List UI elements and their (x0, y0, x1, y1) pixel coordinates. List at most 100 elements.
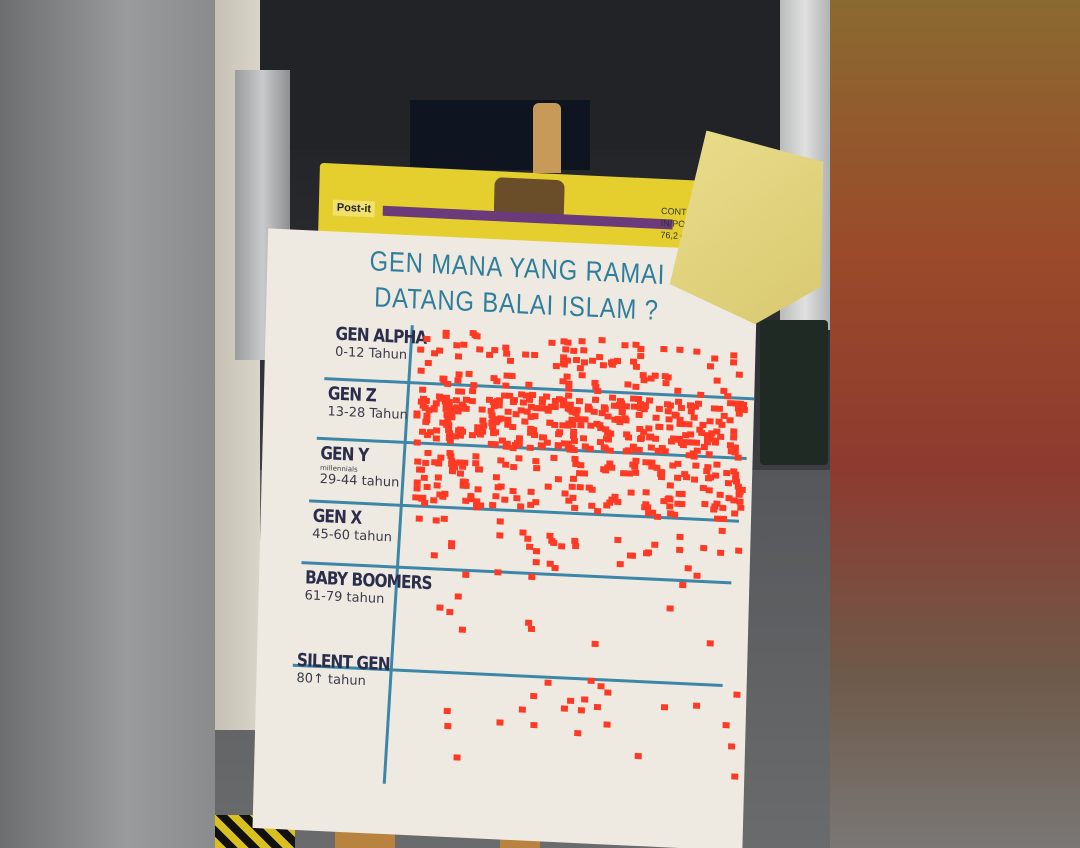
sticker-dot (424, 359, 432, 366)
blurred-right-border (830, 0, 1080, 848)
sticker-dot (661, 372, 669, 380)
sticker-dot (666, 502, 674, 510)
background-window (410, 100, 590, 170)
sticker-dot (706, 639, 715, 647)
sticker-dot (602, 721, 611, 728)
sticker-dot (645, 549, 653, 556)
row-label-1: GEN Z 13-28 Tahun (327, 383, 408, 423)
sticker-dot (554, 442, 562, 449)
sticker-dot (592, 396, 600, 403)
sticker-dot (461, 459, 469, 466)
sticker-dot (652, 414, 660, 421)
sticker-dot (624, 446, 633, 454)
sticker-dot (645, 425, 653, 433)
sticker-dot (666, 401, 674, 409)
sticker-dot (710, 355, 719, 362)
sticker-dot (604, 413, 613, 420)
sticker-dot (456, 470, 464, 478)
sticker-dot (699, 484, 707, 491)
sticker-dot (411, 493, 420, 501)
sticker-dot (453, 754, 461, 761)
sticker-dot (525, 619, 533, 626)
sticker-dot (735, 547, 743, 554)
sticker-dot (536, 405, 544, 412)
sticker-dot (628, 552, 636, 559)
sticker-dot (437, 454, 445, 461)
sticker-dot (585, 484, 593, 491)
sticker-dot (472, 453, 480, 460)
sticker-dot (527, 573, 536, 580)
sticker-dot (675, 398, 683, 406)
sticker-dot (533, 464, 541, 472)
sticker-dot (465, 370, 473, 378)
sticker-dot (418, 386, 426, 394)
sticker-dot (731, 510, 739, 517)
sticker-dot (674, 388, 682, 395)
sticker-dot (655, 405, 663, 412)
sticker-dot (582, 443, 590, 450)
row-label-0: GEN ALPHA 0-12 Tahun (335, 324, 443, 365)
sticker-dot (554, 430, 562, 437)
sticker-dot (510, 398, 518, 405)
sticker-dot (700, 444, 708, 451)
sticker-dot (666, 482, 674, 489)
sticker-dot (473, 429, 482, 436)
sticker-dot (532, 457, 540, 464)
sticker-dot (595, 353, 603, 360)
sticker-dot (688, 439, 696, 446)
sticker-dot (718, 527, 727, 535)
sticker-dot (735, 410, 743, 417)
sticker-dot (546, 532, 554, 539)
sticker-dot (667, 510, 675, 518)
sticker-dot (621, 341, 629, 348)
sticker-dot (552, 404, 560, 411)
sticker-dot (693, 572, 701, 579)
sticker-dot (550, 454, 558, 461)
sticker-dot (568, 422, 576, 429)
sticker-dot (436, 347, 444, 354)
photo-scene: Post-it CONT 30 SH 25 IN/PO 63,5 cm x 76… (215, 0, 830, 848)
sticker-dot (624, 434, 632, 441)
sticker-dot (475, 465, 483, 473)
row-label-4: BABY BOOMERS 61-79 tahun (304, 567, 454, 610)
sticker-dot (448, 468, 457, 475)
sticker-dot (508, 423, 516, 431)
sticker-dot (578, 337, 586, 345)
sticker-dot (527, 444, 535, 451)
sticker-dot (459, 478, 467, 486)
sticker-dot (461, 498, 469, 505)
sticker-dot (489, 416, 497, 424)
sticker-dot (579, 434, 587, 442)
sticker-dot (528, 391, 537, 399)
sticker-dot (731, 773, 739, 781)
sticker-dot (570, 475, 578, 482)
sticker-dot (608, 361, 616, 368)
sticker-dot (584, 403, 592, 410)
sticker-dot (593, 508, 601, 515)
sticker-dot (575, 470, 583, 477)
sticker-dot (630, 358, 638, 365)
sticker-dot (666, 605, 675, 612)
sticker-dot (527, 625, 535, 633)
sticker-dot (519, 706, 527, 714)
sticker-dot (544, 406, 553, 413)
sticker-dot (675, 490, 683, 497)
sticker-dot (503, 372, 511, 379)
sticker-dot (730, 433, 738, 441)
sticker-dot (724, 480, 732, 487)
sticker-dot (716, 492, 725, 499)
sticker-dot (436, 603, 444, 611)
sticker-dot (480, 422, 488, 429)
sticker-dot (720, 387, 728, 394)
sticker-dot (423, 335, 431, 343)
sticker-dot (525, 543, 533, 550)
sticker-dot (572, 542, 580, 550)
sticker-dot (454, 352, 462, 360)
sticker-dot (641, 402, 649, 409)
sticker-dot (657, 468, 665, 475)
sticker-dot (525, 381, 533, 389)
sticker-dot (614, 536, 622, 544)
sticker-dot (599, 361, 607, 369)
sticker-dot (570, 437, 578, 445)
sticker-dot (727, 448, 735, 455)
